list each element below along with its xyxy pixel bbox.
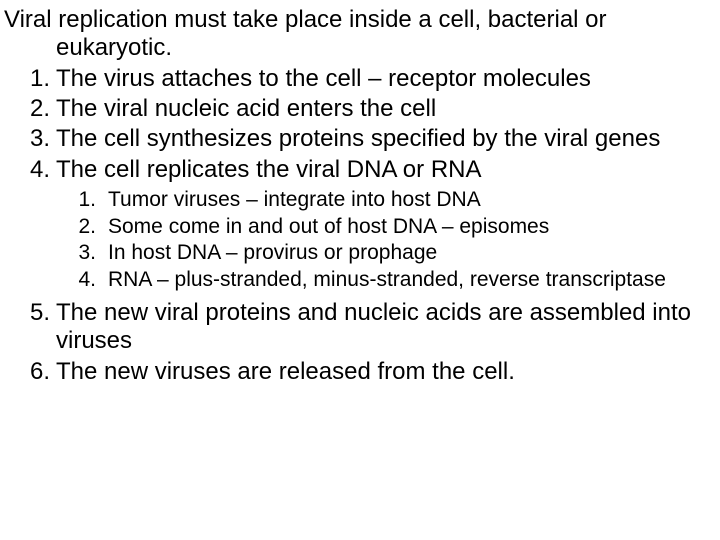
item-text: The new viral proteins and nucleic acids…: [56, 299, 691, 354]
main-list-continued: 5. The new viral proteins and nucleic ac…: [4, 299, 716, 386]
item-number: 4.: [12, 156, 50, 184]
item-text: RNA – plus-stranded, minus-stranded, rev…: [108, 268, 666, 291]
list-item: 4. The cell replicates the viral DNA or …: [4, 156, 716, 184]
item-text: The viral nucleic acid enters the cell: [56, 95, 436, 122]
item-number: 4.: [58, 268, 96, 293]
item-text: The cell synthesizes proteins specified …: [56, 125, 660, 152]
list-item: 4. RNA – plus-stranded, minus-stranded, …: [4, 268, 716, 293]
list-item: 2. Some come in and out of host DNA – ep…: [4, 215, 716, 240]
item-text: The virus attaches to the cell – recepto…: [56, 65, 591, 92]
item-number: 1.: [12, 65, 50, 93]
item-number: 2.: [12, 95, 50, 123]
item-number: 6.: [12, 358, 50, 386]
item-text: The new viruses are released from the ce…: [56, 358, 515, 385]
list-item: 6. The new viruses are released from the…: [4, 358, 716, 386]
list-item: 5. The new viral proteins and nucleic ac…: [4, 299, 716, 356]
item-text: In host DNA – provirus or prophage: [108, 241, 437, 264]
sub-list: 1. Tumor viruses – integrate into host D…: [4, 188, 716, 293]
list-item: 2. The viral nucleic acid enters the cel…: [4, 95, 716, 123]
item-number: 5.: [12, 299, 50, 327]
item-number: 3.: [12, 125, 50, 153]
intro-text: Viral replication must take place inside…: [4, 6, 716, 63]
item-text: Tumor viruses – integrate into host DNA: [108, 188, 481, 211]
item-number: 3.: [58, 241, 96, 266]
item-number: 2.: [58, 215, 96, 240]
list-item: 1. The virus attaches to the cell – rece…: [4, 65, 716, 93]
item-text: The cell replicates the viral DNA or RNA: [56, 156, 481, 183]
list-item: 3. In host DNA – provirus or prophage: [4, 241, 716, 266]
list-item: 1. Tumor viruses – integrate into host D…: [4, 188, 716, 213]
item-number: 1.: [58, 188, 96, 213]
list-item: 3. The cell synthesizes proteins specifi…: [4, 125, 716, 153]
main-list: 1. The virus attaches to the cell – rece…: [4, 65, 716, 184]
item-text: Some come in and out of host DNA – episo…: [108, 215, 549, 238]
